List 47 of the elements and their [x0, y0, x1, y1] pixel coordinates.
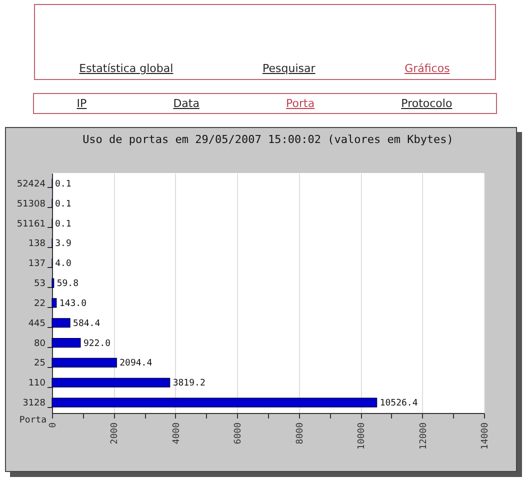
data-label: 0.1 [55, 179, 72, 190]
y-tick-label: 110 [28, 378, 46, 389]
bar [52, 378, 170, 388]
y-tick-label: 138 [28, 239, 46, 250]
text: IP [76, 97, 87, 110]
text: Estatística global [79, 62, 174, 75]
y-tick-label: 3128 [22, 398, 46, 409]
y-tick-label: 445 [28, 318, 46, 329]
x-tick-label: 2000 [110, 422, 120, 444]
y-axis-title: Porta [19, 416, 46, 426]
data-label: 3819.2 [172, 378, 206, 389]
data-label: 4.0 [55, 259, 72, 270]
x-tick-label: 6000 [234, 422, 244, 444]
data-label: 2094.4 [120, 358, 152, 369]
data-label: 59.8 [56, 279, 79, 290]
data-label: 922.0 [83, 338, 111, 349]
data-label: 10526.4 [380, 398, 418, 409]
bar [52, 398, 378, 408]
x-tick-label: 10000 [357, 422, 368, 450]
data-label: 3.9 [55, 239, 72, 250]
chart-title: Uso de portas em 29/05/2007 15:00:02 (valores em Kbytes) [82, 133, 454, 146]
x-tick-label: 14000 [480, 422, 490, 450]
x-tick-label: 12000 [418, 422, 429, 450]
y-tick-label: 53 [34, 279, 46, 290]
y-tick-label: 51161 [16, 219, 46, 230]
y-tick-label: 80 [34, 338, 46, 349]
data-label: 143.0 [59, 298, 87, 309]
text: Porta [286, 97, 315, 110]
data-label: 0.1 [55, 199, 72, 210]
bar [52, 338, 81, 348]
y-tick-label: 51308 [16, 199, 46, 210]
y-tick-label: 137 [28, 259, 46, 270]
bar [52, 318, 70, 328]
text: Protocolo [401, 97, 452, 110]
x-tick-label: 4000 [172, 422, 182, 444]
y-tick-label: 22 [34, 298, 46, 309]
data-label: 0.1 [55, 219, 72, 230]
y-tick-label: 52424 [16, 179, 46, 190]
bar [52, 298, 57, 308]
text: Gráficos [404, 62, 450, 75]
data-label: 584.4 [73, 318, 100, 329]
x-tick-label: 0 [48, 422, 58, 428]
bar [52, 358, 117, 368]
text: Data [173, 97, 200, 110]
x-tick-label: 8000 [295, 422, 306, 444]
y-tick-label: 25 [34, 358, 46, 369]
text: Pesquisar [262, 62, 316, 75]
